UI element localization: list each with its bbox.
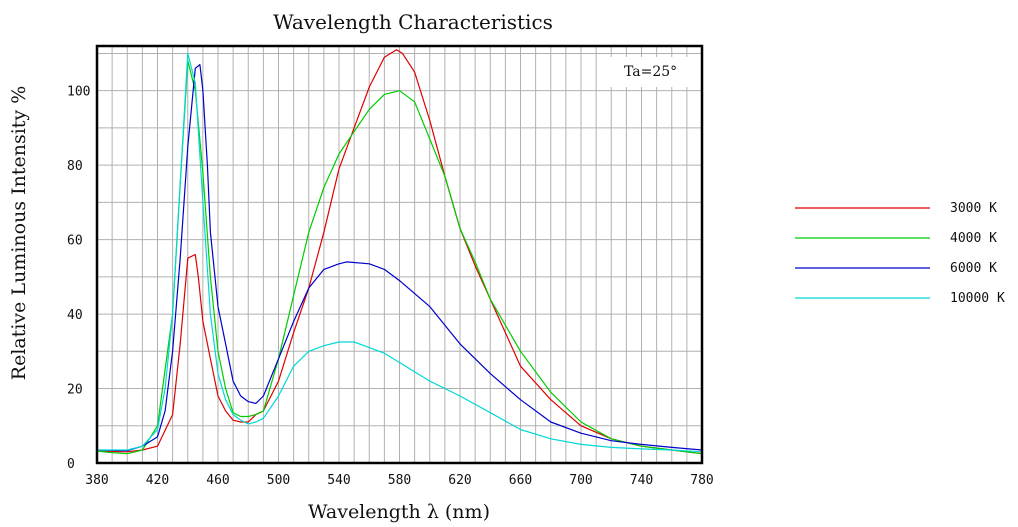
legend: 3000 K 4000 K 6000 K 10000 K: [795, 201, 1005, 306]
y-tick-label: 20: [67, 383, 83, 398]
chart-title: Wavelength Characteristics: [273, 10, 553, 34]
x-tick-label: 620: [448, 473, 471, 488]
x-tick-label: 540: [327, 473, 350, 488]
legend-label-1: 4000 K: [950, 231, 997, 246]
plot-grid: [96, 46, 703, 464]
x-tick-label: 420: [146, 473, 169, 488]
y-tick-label: 80: [67, 159, 83, 174]
x-tick-label: 660: [509, 473, 532, 488]
x-tick-label: 460: [206, 473, 229, 488]
annotation-box: Ta=25°: [610, 57, 698, 87]
series-line-2: [96, 63, 703, 452]
legend-label-3: 10000 K: [950, 291, 1005, 306]
plot-frame: [95, 44, 704, 465]
y-tick-label: 60: [67, 234, 83, 249]
y-tick-label: 0: [67, 457, 75, 472]
x-tick-label: 500: [267, 473, 290, 488]
legend-label-0: 3000 K: [950, 201, 997, 216]
y-axis-ticks: 0 20 40 60 80 100: [67, 85, 90, 472]
y-axis-title: Relative Luminous Intensity %: [8, 86, 30, 380]
y-tick-label: 40: [67, 308, 83, 323]
legend-label-2: 6000 K: [950, 261, 997, 276]
series-lines: [96, 49, 703, 455]
x-axis-ticks: 380 420 460 500 540 580 620 660 700 740 780: [85, 473, 713, 488]
annotation-text: Ta=25°: [624, 64, 677, 80]
x-tick-label: 740: [630, 473, 653, 488]
x-axis-title: Wavelength λ (nm): [308, 501, 490, 523]
x-tick-label: 580: [388, 473, 411, 488]
y-tick-label: 100: [67, 85, 90, 100]
x-tick-label: 700: [569, 473, 592, 488]
x-tick-label: 780: [690, 473, 713, 488]
x-tick-label: 380: [85, 473, 108, 488]
annotation-background: [610, 57, 698, 87]
series-line-3: [97, 52, 703, 453]
